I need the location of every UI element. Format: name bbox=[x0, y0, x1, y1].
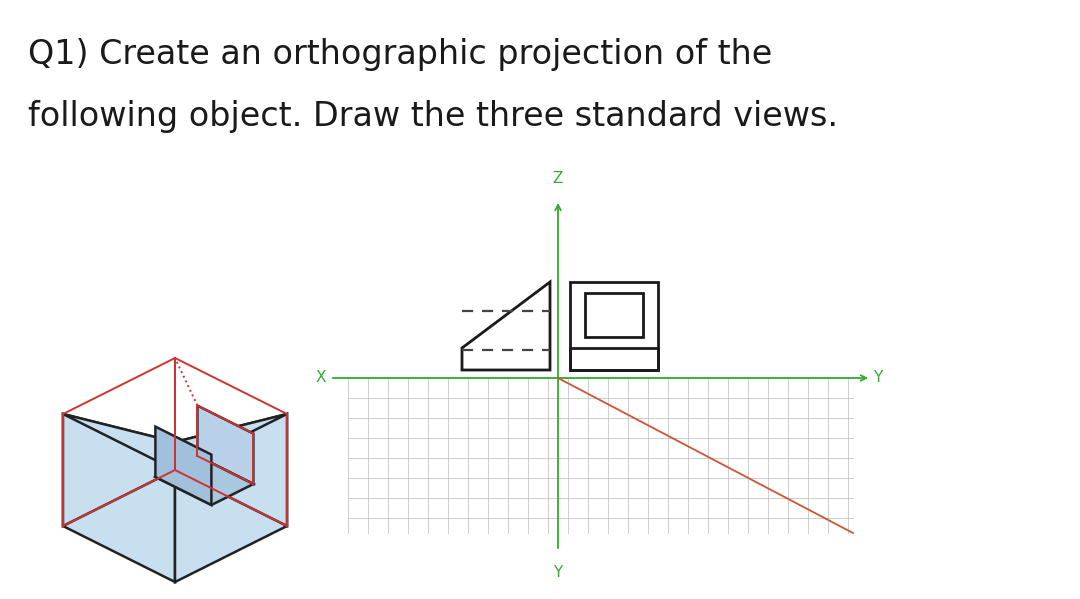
Text: Q1) Create an orthographic projection of the: Q1) Create an orthographic projection of… bbox=[28, 38, 772, 71]
Text: Z: Z bbox=[553, 171, 563, 186]
Text: X: X bbox=[315, 371, 326, 386]
Bar bbox=[570, 282, 658, 370]
Polygon shape bbox=[156, 426, 212, 505]
Polygon shape bbox=[198, 406, 254, 484]
Bar bbox=[570, 348, 658, 370]
Text: Y: Y bbox=[873, 371, 882, 386]
Bar bbox=[585, 293, 643, 337]
Text: following object. Draw the three standard views.: following object. Draw the three standar… bbox=[28, 100, 838, 133]
Polygon shape bbox=[175, 414, 287, 582]
Polygon shape bbox=[63, 414, 287, 470]
Polygon shape bbox=[175, 414, 287, 526]
Text: Y: Y bbox=[553, 565, 563, 580]
Polygon shape bbox=[63, 414, 175, 526]
Polygon shape bbox=[63, 414, 175, 582]
Polygon shape bbox=[156, 456, 254, 505]
